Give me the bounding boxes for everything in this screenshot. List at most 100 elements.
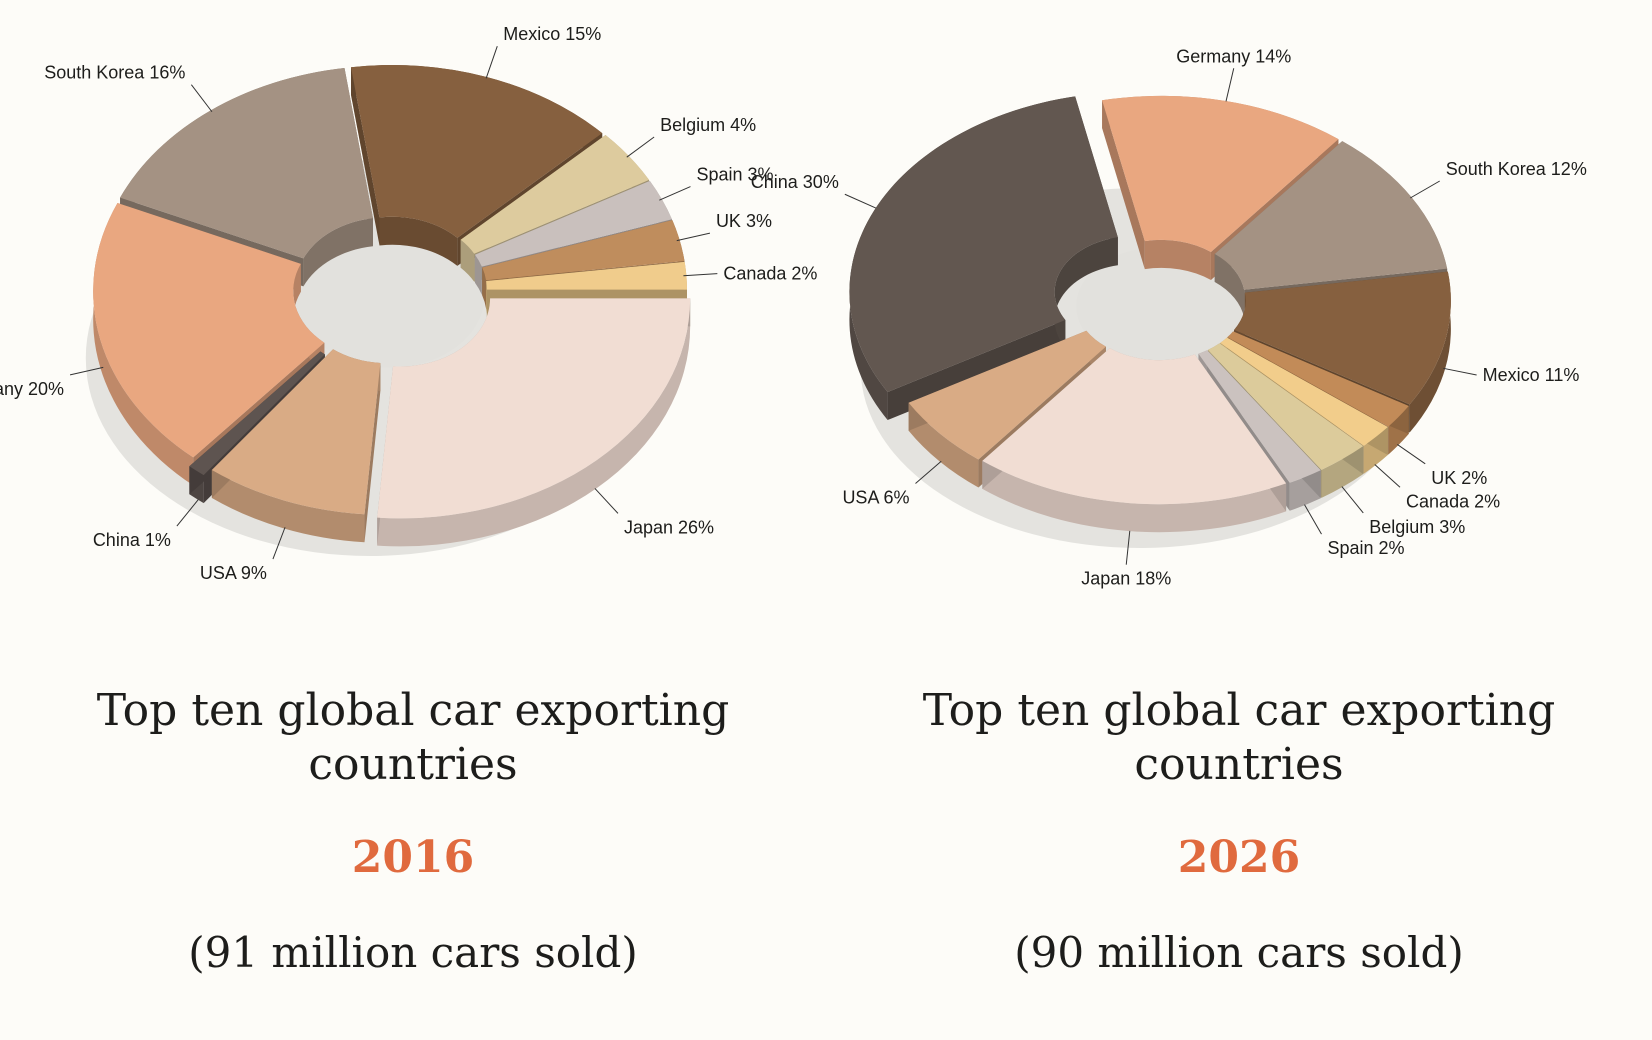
- slice-label-usa: USA 6%: [842, 460, 942, 508]
- chart-panel-2026: China 30% Germany 14% South Korea 12% Mexic…: [751, 0, 1652, 1040]
- slice-usa: [211, 349, 381, 543]
- data-label: USA 6%: [842, 488, 909, 508]
- slice-inner-wall: [1214, 254, 1245, 318]
- slice-top: [1227, 331, 1409, 427]
- slice-top: [120, 68, 373, 259]
- chart-subtitle: (90 million cars sold): [1014, 928, 1464, 977]
- slice-label-spain: Spain 2%: [1304, 504, 1405, 558]
- data-label: Mexico 15%: [503, 24, 601, 44]
- slice-top: [211, 349, 381, 515]
- data-label: UK 3%: [716, 211, 772, 231]
- slice-label-south-korea: South Korea 12%: [1410, 159, 1587, 199]
- slice-top: [982, 348, 1287, 505]
- slice-side: [93, 202, 194, 486]
- slice-label-mexico: Mexico 11%: [1443, 365, 1579, 385]
- slice-inner-wall: [482, 267, 487, 309]
- leader-line: [594, 488, 619, 514]
- slice-label-uk: UK 2%: [1397, 444, 1487, 488]
- data-label: Canada 2%: [723, 264, 817, 284]
- data-label: Spain 3%: [696, 165, 773, 185]
- data-label: Belgium 4%: [660, 115, 756, 135]
- slice-label-south-korea: South Korea 16%: [44, 63, 213, 113]
- data-label: South Korea 16%: [44, 63, 185, 83]
- slice-label-china: China 30%: [751, 172, 877, 209]
- slice-side: [377, 298, 691, 547]
- slice-top: [1207, 343, 1364, 470]
- slice-top: [1198, 350, 1321, 483]
- leader-line: [683, 273, 718, 277]
- leader-line: [659, 186, 691, 201]
- leader-line: [69, 366, 104, 376]
- slice-label-germany: Germany 20%: [0, 366, 104, 399]
- slice-inner-wall: [460, 239, 475, 282]
- donut-chart-2026: China 30% Germany 14% South Korea 12% Mexic…: [751, 46, 1587, 589]
- slice-cut-face: [351, 67, 380, 246]
- slice-china: [849, 96, 1118, 421]
- chart-title: Top ten global car exporting countries: [96, 685, 730, 790]
- slice-top: [486, 261, 687, 290]
- data-label: Germany 14%: [1176, 46, 1291, 66]
- slice-label-japan: Japan 26%: [594, 488, 714, 537]
- data-label: Spain 2%: [1328, 538, 1405, 558]
- slice-inner-wall: [379, 216, 458, 266]
- leader-line: [915, 460, 942, 484]
- slice-top: [1234, 271, 1451, 405]
- slice-inner-wall: [486, 281, 487, 318]
- leader-line: [626, 136, 655, 158]
- slice-label-belgium: Belgium 4%: [626, 115, 756, 158]
- slice-inner-wall: [1144, 239, 1211, 281]
- slice-label-japan: Japan 18%: [1081, 530, 1171, 589]
- slice-top: [482, 220, 685, 281]
- data-label: China 30%: [751, 172, 839, 192]
- leader-line: [1397, 444, 1426, 465]
- data-label: Germany 20%: [0, 379, 64, 399]
- leader-line: [676, 232, 711, 242]
- chart-subtitle: (91 million cars sold): [188, 928, 638, 977]
- data-label: Mexico 11%: [1483, 365, 1580, 385]
- slice-inner-wall: [1054, 237, 1118, 349]
- leader-line: [485, 46, 498, 79]
- data-label: Canada 2%: [1406, 491, 1500, 511]
- slice-cut-face: [364, 362, 381, 543]
- slice-top: [189, 351, 325, 476]
- leader-line: [844, 193, 877, 209]
- slice-label-germany: Germany 14%: [1176, 46, 1291, 102]
- leader-line: [1225, 68, 1235, 102]
- slice-inner-wall: [474, 254, 482, 295]
- data-label: Japan 18%: [1081, 569, 1171, 589]
- slice-label-china: China 1%: [93, 499, 199, 550]
- data-label: South Korea 12%: [1446, 159, 1587, 179]
- donut-hole: [1076, 247, 1244, 365]
- chart-panel-2016: Japan 26% USA 9% China 1% Germany 20% South …: [0, 24, 817, 977]
- slice-side: [211, 470, 365, 543]
- slice-cut-face: [1102, 100, 1145, 270]
- slice-top: [1102, 95, 1339, 253]
- donut-chart-2016: Japan 26% USA 9% China 1% Germany 20% South …: [0, 24, 817, 583]
- slice-label-canada: Canada 2%: [1374, 464, 1500, 511]
- leader-line: [190, 84, 213, 113]
- slice-side: [982, 460, 1287, 533]
- leader-line: [272, 527, 286, 560]
- data-label: China 1%: [93, 530, 171, 550]
- chart-title: Top ten global car exporting countries: [922, 685, 1556, 790]
- data-label: USA 9%: [200, 563, 267, 583]
- slice-top: [849, 96, 1118, 393]
- slice-label-mexico: Mexico 15%: [485, 24, 601, 79]
- data-label: UK 2%: [1431, 468, 1487, 488]
- slice-top: [93, 202, 325, 458]
- slice-label-spain: Spain 3%: [659, 165, 774, 201]
- leader-line: [1374, 464, 1401, 488]
- leader-line: [1410, 180, 1440, 199]
- slice-top: [474, 180, 672, 267]
- chart-year: 2026: [1177, 832, 1301, 883]
- slice-japan: [377, 298, 691, 547]
- slice-top: [1220, 337, 1388, 446]
- slice-top: [351, 64, 603, 238]
- slice-side: [1409, 271, 1451, 433]
- chart-year: 2016: [351, 832, 475, 883]
- data-label: Japan 26%: [624, 517, 714, 537]
- donut-hole: [295, 224, 485, 368]
- slice-top: [1214, 141, 1448, 290]
- slice-label-usa: USA 9%: [200, 527, 286, 583]
